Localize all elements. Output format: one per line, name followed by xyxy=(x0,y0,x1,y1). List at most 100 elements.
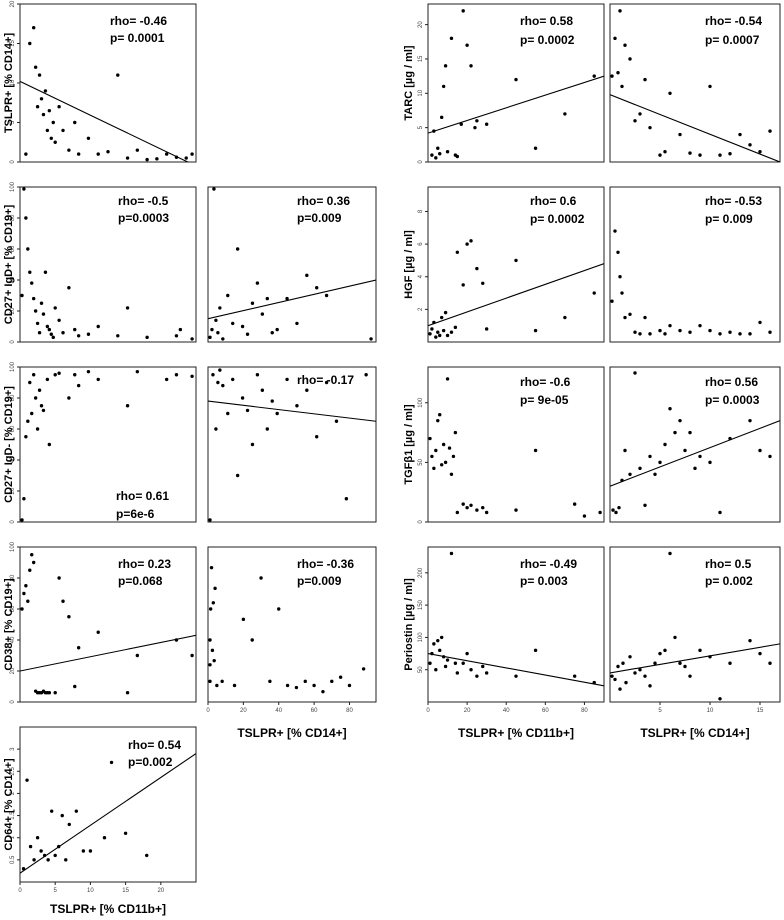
y-tick-label: 8 xyxy=(418,209,424,213)
data-point xyxy=(613,36,617,41)
data-point xyxy=(22,187,26,191)
data-point xyxy=(96,152,100,156)
data-point xyxy=(102,836,107,840)
data-point xyxy=(469,503,473,508)
data-point xyxy=(718,332,722,336)
data-point xyxy=(45,128,50,133)
data-point xyxy=(698,323,702,328)
data-point xyxy=(178,327,183,332)
data-point xyxy=(61,599,65,603)
data-point xyxy=(738,332,742,336)
data-point xyxy=(245,332,250,336)
regression-line xyxy=(428,263,604,327)
data-point xyxy=(32,858,36,862)
p-value-label: p=6e-6 xyxy=(116,507,155,521)
data-point xyxy=(39,301,44,305)
y-tick-label: 40 xyxy=(10,636,16,643)
data-point xyxy=(658,328,662,333)
plot-frame xyxy=(207,546,377,703)
data-point xyxy=(218,368,222,372)
plot-frame xyxy=(427,546,605,703)
y-tick-label: 40 xyxy=(10,276,16,283)
data-point xyxy=(668,323,672,328)
y-tick-label: 0 xyxy=(418,520,424,524)
regression-line xyxy=(20,753,196,874)
data-point xyxy=(30,281,34,285)
data-point xyxy=(164,377,169,382)
data-point xyxy=(347,683,352,688)
data-point xyxy=(43,270,48,274)
data-point xyxy=(285,296,289,301)
data-point xyxy=(718,697,722,701)
data-point xyxy=(481,505,485,510)
data-point xyxy=(633,119,637,123)
rho-label: rho= 0.23 xyxy=(118,557,171,571)
y-tick-label: 5 xyxy=(10,120,16,124)
data-point xyxy=(621,661,625,665)
data-point xyxy=(184,156,188,160)
data-point xyxy=(441,328,446,333)
data-point xyxy=(277,607,281,611)
data-point xyxy=(648,332,652,336)
data-point xyxy=(618,275,622,279)
data-point xyxy=(514,674,518,678)
data-point xyxy=(270,399,274,403)
data-point xyxy=(663,442,667,447)
x-tick-label: 20 xyxy=(157,888,164,894)
p-value-label: p= 0.003 xyxy=(520,574,568,588)
data-point xyxy=(321,689,325,694)
data-point xyxy=(718,153,722,157)
data-point xyxy=(51,120,55,125)
data-point xyxy=(430,454,434,459)
data-point xyxy=(484,671,489,675)
data-point xyxy=(116,73,120,77)
rho-label: rho= 0.5 xyxy=(705,557,752,571)
data-point xyxy=(434,448,438,453)
data-point xyxy=(47,691,52,695)
data-point xyxy=(245,408,250,413)
y-tick-label: 100 xyxy=(418,632,424,643)
data-point xyxy=(610,74,614,78)
data-point xyxy=(60,813,64,818)
p-value-label: p= 0.0001 xyxy=(110,31,165,45)
data-point xyxy=(461,9,465,13)
data-point xyxy=(514,258,518,263)
data-point xyxy=(31,26,36,30)
data-point xyxy=(39,404,44,408)
data-point xyxy=(24,435,28,439)
y-tick-label: 150 xyxy=(418,599,424,610)
data-point xyxy=(64,858,68,862)
data-point xyxy=(35,105,40,109)
plot-frame xyxy=(19,366,197,523)
y-tick-label: 0 xyxy=(418,160,424,164)
data-point xyxy=(461,661,465,665)
data-point xyxy=(443,64,448,68)
data-point xyxy=(663,332,667,336)
data-point xyxy=(265,427,269,431)
data-point xyxy=(438,412,442,417)
regression-line xyxy=(208,400,376,422)
data-point xyxy=(305,388,309,392)
data-point xyxy=(728,661,732,665)
data-point xyxy=(190,152,194,156)
data-point xyxy=(250,301,255,305)
y-tick-label: 0 xyxy=(10,700,16,704)
data-point xyxy=(212,658,216,663)
data-point xyxy=(768,330,772,334)
y-tick-label: 15 xyxy=(10,40,16,47)
data-point xyxy=(208,518,212,522)
data-point xyxy=(436,146,440,150)
data-point xyxy=(42,853,47,858)
data-point xyxy=(28,41,32,46)
data-point xyxy=(35,321,40,326)
data-point xyxy=(232,683,237,688)
data-point xyxy=(235,473,240,478)
p-value-label: p=0.068 xyxy=(118,574,163,588)
data-point xyxy=(47,327,52,332)
data-point xyxy=(116,334,120,338)
data-point xyxy=(768,129,772,133)
data-point xyxy=(39,849,43,853)
data-point xyxy=(67,615,71,619)
data-point xyxy=(449,330,454,334)
data-point xyxy=(514,77,518,82)
